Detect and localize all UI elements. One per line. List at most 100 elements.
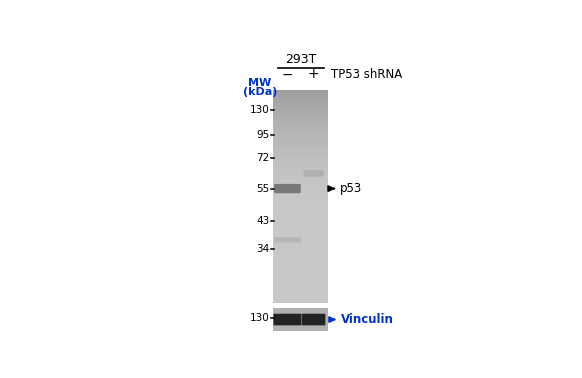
Bar — [274, 117, 328, 118]
Bar — [274, 187, 328, 188]
Bar — [274, 197, 328, 198]
Bar — [274, 162, 328, 164]
Bar — [274, 98, 328, 99]
Bar — [274, 90, 328, 303]
Text: 293T: 293T — [285, 53, 316, 67]
Bar — [274, 188, 328, 190]
Bar — [274, 155, 328, 156]
FancyBboxPatch shape — [304, 170, 324, 177]
Text: +: + — [308, 67, 320, 82]
Text: TP53 shRNA: TP53 shRNA — [331, 68, 402, 81]
Text: 55: 55 — [256, 184, 269, 194]
Bar — [274, 122, 328, 124]
Bar — [274, 114, 328, 115]
Bar — [274, 107, 328, 108]
Bar — [274, 190, 328, 191]
Bar — [274, 133, 328, 134]
Bar — [274, 172, 328, 174]
Bar — [274, 152, 328, 153]
Bar — [274, 164, 328, 165]
Bar — [274, 175, 328, 177]
Bar — [274, 168, 328, 169]
Bar — [274, 90, 328, 92]
Bar — [274, 191, 328, 193]
Bar — [274, 101, 328, 102]
Bar — [274, 198, 328, 200]
Bar — [274, 105, 328, 107]
Bar — [274, 183, 328, 184]
Bar — [274, 110, 328, 111]
Bar — [274, 204, 328, 206]
FancyBboxPatch shape — [274, 314, 301, 325]
Bar — [274, 180, 328, 181]
Bar — [274, 174, 328, 175]
FancyBboxPatch shape — [274, 237, 301, 242]
Bar — [274, 104, 328, 105]
Bar — [274, 108, 328, 110]
Bar — [274, 136, 328, 137]
Bar — [274, 178, 328, 180]
Bar — [274, 124, 328, 125]
Bar — [274, 201, 328, 203]
Bar — [274, 161, 328, 162]
Bar — [274, 206, 328, 208]
Bar — [274, 129, 328, 130]
Text: 130: 130 — [250, 313, 269, 323]
Bar — [274, 196, 328, 197]
Bar — [274, 193, 328, 194]
Bar — [274, 153, 328, 155]
Bar — [274, 93, 328, 95]
Bar — [274, 139, 328, 140]
Bar — [274, 159, 328, 161]
Bar — [274, 200, 328, 201]
Bar — [274, 130, 328, 132]
Bar — [274, 99, 328, 101]
Bar — [274, 150, 328, 152]
Bar — [274, 184, 328, 186]
Text: 43: 43 — [256, 216, 269, 226]
Text: (kDa): (kDa) — [243, 87, 277, 97]
Text: 72: 72 — [256, 153, 269, 163]
Bar — [274, 112, 328, 114]
Text: 130: 130 — [250, 105, 269, 115]
Text: MW: MW — [249, 78, 272, 88]
Bar — [274, 134, 328, 136]
Bar — [274, 143, 328, 144]
Bar — [274, 181, 328, 183]
Text: 95: 95 — [256, 130, 269, 140]
Bar — [274, 144, 328, 146]
Bar — [274, 149, 328, 150]
Bar — [274, 96, 328, 98]
Bar — [274, 121, 328, 122]
Bar — [274, 177, 328, 178]
Bar — [274, 95, 328, 96]
Bar — [274, 142, 328, 143]
Bar — [274, 137, 328, 139]
Bar — [274, 127, 328, 129]
Bar — [274, 115, 328, 117]
Bar — [274, 166, 328, 168]
FancyBboxPatch shape — [302, 314, 325, 325]
Bar — [274, 165, 328, 166]
Text: Vinculin: Vinculin — [340, 313, 393, 326]
Bar — [274, 146, 328, 147]
Bar — [274, 194, 328, 196]
Text: p53: p53 — [340, 182, 362, 195]
Bar — [274, 132, 328, 133]
Text: −: − — [282, 67, 293, 82]
Bar — [274, 125, 328, 127]
Bar — [274, 102, 328, 104]
Bar — [274, 147, 328, 149]
Bar — [274, 308, 328, 331]
FancyBboxPatch shape — [274, 184, 301, 193]
Bar — [274, 111, 328, 112]
Bar — [274, 169, 328, 171]
Bar — [274, 140, 328, 142]
Bar — [274, 158, 328, 159]
Text: 34: 34 — [256, 244, 269, 254]
Bar — [274, 92, 328, 93]
Bar — [274, 186, 328, 187]
Bar — [274, 171, 328, 172]
Bar — [274, 118, 328, 120]
Bar — [274, 203, 328, 204]
